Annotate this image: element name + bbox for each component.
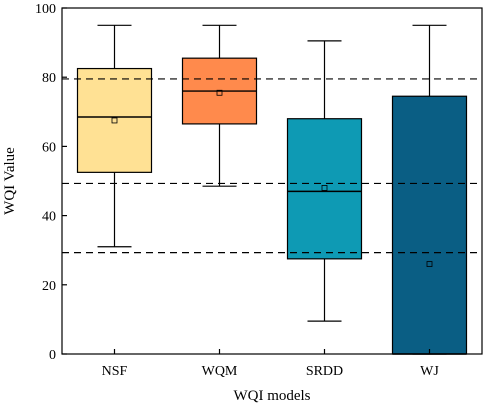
x-axis-title: WQI models bbox=[233, 388, 310, 404]
y-tick-label: 60 bbox=[42, 140, 56, 155]
box-srdd bbox=[286, 40, 363, 322]
box-body bbox=[391, 95, 468, 355]
plot-frame bbox=[61, 7, 483, 355]
x-tick-label: WQM bbox=[202, 364, 238, 379]
plot-content bbox=[62, 24, 482, 355]
box-wqm bbox=[181, 24, 258, 187]
mean-marker bbox=[216, 89, 223, 96]
x-axis-ticks: NSF WQM SRDD WJ bbox=[102, 349, 439, 379]
y-tick-label: 0 bbox=[49, 348, 56, 363]
box-nsf bbox=[76, 24, 153, 248]
y-tick-label: 80 bbox=[42, 71, 56, 86]
x-tick-label: NSF bbox=[102, 364, 128, 379]
mean-marker bbox=[321, 185, 328, 191]
y-axis-ticks: 0 20 40 60 80 100 bbox=[35, 2, 67, 363]
y-tick-label: 40 bbox=[42, 210, 56, 225]
mean-marker bbox=[426, 261, 433, 267]
x-tick-label: WJ bbox=[420, 364, 439, 379]
box-body bbox=[76, 67, 153, 173]
y-axis-title: WQI Value bbox=[2, 147, 18, 215]
y-tick-label: 20 bbox=[42, 279, 56, 294]
mean-marker bbox=[111, 117, 118, 124]
box-wj bbox=[391, 24, 468, 355]
x-tick-label: SRDD bbox=[306, 364, 343, 379]
y-tick-label: 100 bbox=[35, 2, 56, 17]
box-body bbox=[286, 118, 363, 260]
